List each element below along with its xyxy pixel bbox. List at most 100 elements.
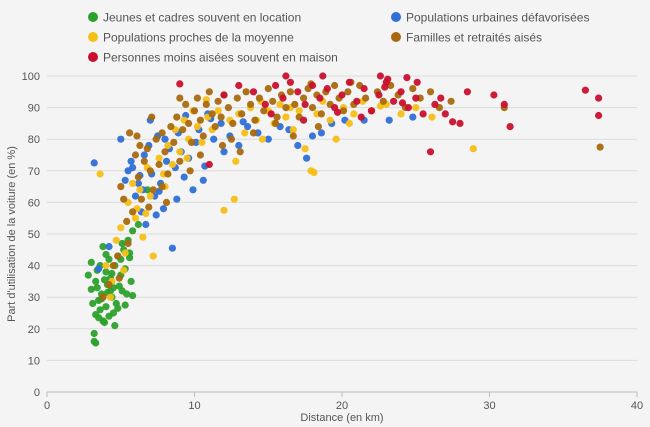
data-point [129,179,137,187]
data-point [426,88,435,96]
data-point [449,118,457,126]
data-point [381,83,389,91]
data-point [176,80,184,88]
y-axis-title: Part d'utilisation de la voiture (en %) [6,146,18,322]
data-point [310,168,318,176]
data-point [205,88,213,96]
data-point [102,303,110,311]
data-point [353,97,361,105]
data-point [308,132,317,140]
data-point [229,119,237,127]
data-point [242,88,250,96]
legend-label: Personnes moins aisées souvent en maison [103,51,338,65]
data-point [196,151,204,159]
x-tick-label: 0 [44,400,50,412]
data-point [269,97,277,105]
data-point [161,135,169,143]
data-point [238,110,246,118]
data-point [168,244,176,252]
data-point [273,113,281,121]
y-tick-label: 70 [28,166,40,178]
data-point [124,239,132,248]
data-point [326,116,334,124]
data-point [235,81,243,90]
data-point [249,88,258,96]
data-point [143,145,151,153]
data-point [84,271,92,279]
data-point [409,113,417,121]
data-point [155,160,163,169]
data-point [102,262,110,270]
data-point [159,205,168,213]
data-point [100,318,109,327]
data-point [251,116,259,124]
data-point [198,138,206,146]
data-point [332,135,340,143]
data-point [162,157,171,165]
data-point [214,107,222,115]
data-point [220,91,228,99]
data-point [294,88,302,96]
data-point [300,94,308,102]
data-point [282,113,290,121]
legend-marker [88,52,98,62]
legend-label: Familles et retraités aisés [406,31,542,45]
data-point [115,274,123,282]
data-point [131,192,140,200]
data-point [220,148,228,156]
legend-label: Jeunes et cadres souvent en location [103,11,301,25]
data-point [431,100,439,108]
data-point [316,94,324,102]
data-point [300,116,308,124]
data-point [390,97,398,105]
data-point [279,94,287,102]
data-point [233,94,241,102]
data-point [220,206,228,214]
data-point [334,108,342,116]
data-point [93,284,101,292]
data-point [255,94,263,102]
data-point [140,151,148,159]
data-point [105,281,113,289]
data-point [291,100,299,108]
data-point [193,123,201,131]
data-point [176,94,184,102]
data-point [90,159,98,167]
data-point [323,85,331,93]
data-point [205,160,213,169]
data-point [140,157,148,165]
data-point [170,138,178,146]
data-point [235,141,243,150]
data-point [282,72,290,80]
data-point [239,118,247,126]
data-point [500,100,508,108]
data-point [142,220,150,229]
data-point [96,306,104,314]
data-point [227,135,235,143]
data-point [506,123,514,131]
data-point [133,132,141,140]
data-point [595,94,603,102]
data-point [376,72,384,80]
data-point [456,119,464,127]
data-point [232,157,240,165]
data-point [428,113,436,121]
data-point [210,135,218,143]
data-point [109,262,117,270]
data-points [84,72,604,347]
x-tick-label: 20 [336,400,348,412]
data-point [118,239,126,248]
data-point [199,132,207,140]
data-point [106,293,114,301]
data-point [214,97,222,105]
y-tick-label: 20 [28,324,40,336]
data-point [384,75,392,83]
data-point [95,314,103,322]
data-point [168,160,176,169]
data-point [173,113,181,121]
data-point [90,329,98,338]
data-point [317,110,325,118]
data-point [469,145,477,153]
data-point [437,94,445,102]
data-point [199,176,207,184]
